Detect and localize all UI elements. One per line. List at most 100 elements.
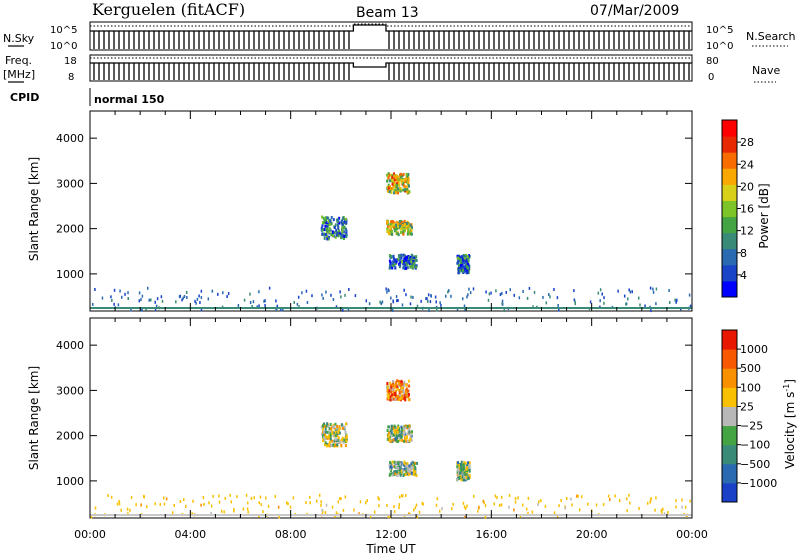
data-cell <box>336 219 339 223</box>
data-cell <box>398 434 401 438</box>
data-cell <box>293 300 295 304</box>
data-cell <box>324 435 327 439</box>
data-cell <box>457 259 460 263</box>
data-cell <box>186 296 188 300</box>
data-cell <box>404 493 407 497</box>
data-cell <box>403 257 406 261</box>
data-cell <box>343 440 346 444</box>
power-y-ticks: 4000 3000 2000 1000 <box>56 132 692 281</box>
y-tick-label: 4000 <box>56 132 84 145</box>
data-cell <box>394 398 397 402</box>
colorbar-segment <box>722 387 737 407</box>
velocity-colorbar-label: Velocity [m s-1] <box>782 379 797 469</box>
data-cell <box>415 259 418 263</box>
data-cell <box>220 509 223 513</box>
data-cell <box>210 504 213 508</box>
data-cell <box>456 470 459 474</box>
data-cell <box>488 292 491 296</box>
data-cell <box>405 387 408 391</box>
data-cell <box>540 499 542 503</box>
velocity-x-ticks <box>89 318 693 518</box>
data-cell <box>407 379 410 383</box>
data-cell <box>110 495 113 499</box>
data-cell <box>413 470 416 474</box>
data-cell <box>397 180 400 184</box>
data-cell <box>347 307 350 311</box>
data-cell <box>458 257 461 261</box>
data-cell <box>467 461 470 465</box>
data-cell <box>336 432 339 436</box>
data-cell <box>413 255 416 259</box>
data-cell <box>386 225 389 229</box>
data-cell <box>344 430 347 434</box>
data-cell <box>501 299 504 303</box>
data-cell <box>398 224 401 228</box>
nave-label: Nave <box>752 64 780 77</box>
y-tick-label: 2000 <box>56 223 84 236</box>
data-cell <box>389 398 392 402</box>
data-cell <box>403 472 406 476</box>
data-cell <box>401 225 404 229</box>
data-cell <box>323 443 326 447</box>
data-cell <box>324 441 327 445</box>
data-cell <box>230 500 232 504</box>
data-cell <box>589 300 592 304</box>
data-cell <box>328 235 331 239</box>
data-cell <box>412 259 415 263</box>
data-cell <box>406 255 409 259</box>
data-cell <box>333 231 336 235</box>
data-cell <box>407 393 410 397</box>
data-cell <box>565 496 568 500</box>
data-cell <box>483 501 485 505</box>
date-label: 07/Mar/2009 <box>590 3 679 19</box>
data-cell <box>404 398 407 402</box>
data-cell <box>200 296 203 300</box>
data-cell <box>265 496 267 500</box>
data-cell <box>246 507 249 511</box>
data-cell <box>392 263 395 267</box>
data-cell <box>571 503 573 507</box>
data-cell <box>400 425 403 429</box>
data-cell <box>378 497 380 501</box>
data-cell <box>130 495 133 499</box>
data-cell <box>322 436 325 440</box>
data-cell <box>468 464 471 468</box>
data-cell <box>684 505 687 509</box>
data-cell <box>265 515 268 519</box>
data-cell <box>394 266 397 270</box>
data-cell <box>141 294 144 298</box>
data-cell <box>406 465 409 469</box>
colorbar-segment <box>722 463 737 484</box>
colorbar-segment <box>722 264 737 282</box>
data-cell <box>343 234 346 238</box>
colorbar-tick-label: −500 <box>740 458 770 471</box>
data-cell <box>394 429 397 433</box>
data-cell <box>394 186 397 190</box>
data-cell <box>457 473 460 477</box>
data-cell <box>493 502 495 506</box>
data-cell <box>457 263 460 267</box>
data-cell <box>413 463 416 467</box>
data-cell <box>518 296 521 300</box>
data-cell <box>325 503 328 507</box>
data-cell <box>389 390 392 394</box>
data-cell <box>403 288 405 292</box>
data-cell <box>461 260 464 264</box>
data-cell <box>396 430 399 434</box>
data-cell <box>196 297 199 301</box>
data-cell <box>681 505 683 509</box>
data-cell <box>395 381 398 385</box>
data-cell <box>412 473 415 477</box>
data-cell <box>331 425 334 429</box>
data-cell <box>150 298 152 302</box>
freq-label-line2: [MHz] <box>3 68 35 81</box>
data-cell <box>408 384 411 388</box>
data-cell <box>321 293 323 297</box>
data-cell <box>242 507 245 511</box>
data-cell <box>609 498 611 502</box>
data-cell <box>398 184 401 188</box>
data-cell <box>403 460 406 464</box>
data-cell <box>578 508 581 512</box>
data-cell <box>466 464 469 468</box>
data-cell <box>200 308 203 312</box>
